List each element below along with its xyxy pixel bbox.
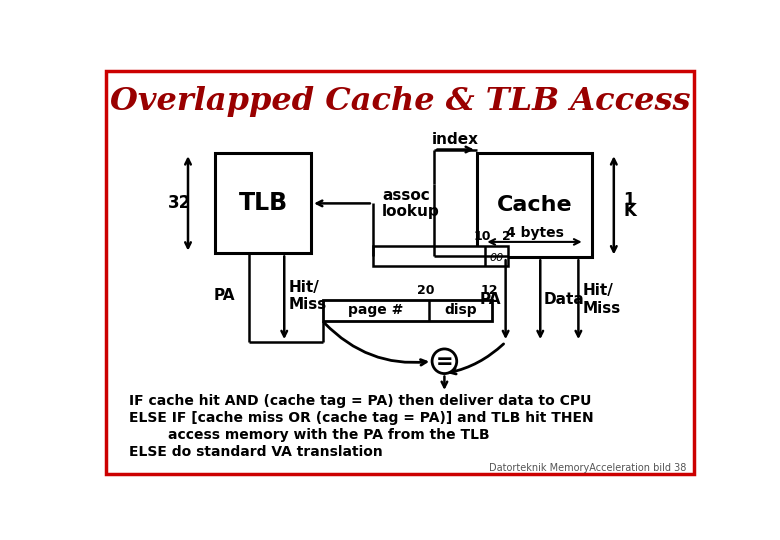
Text: index: index — [432, 132, 479, 147]
Text: ELSE do standard VA translation: ELSE do standard VA translation — [129, 445, 382, 459]
Text: TLB: TLB — [239, 191, 288, 215]
Text: Hit/
Miss: Hit/ Miss — [583, 284, 621, 316]
Text: IF cache hit AND (cache tag = PA) then deliver data to CPU: IF cache hit AND (cache tag = PA) then d… — [129, 394, 591, 408]
Text: ELSE IF [cache miss OR (cache tag = PA)] and TLB hit THEN: ELSE IF [cache miss OR (cache tag = PA)]… — [129, 411, 594, 426]
Text: 00: 00 — [489, 253, 503, 264]
Text: PA: PA — [480, 292, 501, 307]
Bar — [323, 300, 492, 321]
Text: assoc: assoc — [382, 188, 430, 203]
Text: 10: 10 — [473, 231, 491, 244]
Text: Overlapped Cache & TLB Access: Overlapped Cache & TLB Access — [109, 86, 690, 117]
Text: 1: 1 — [623, 191, 635, 209]
Text: PA: PA — [213, 288, 235, 303]
Bar — [373, 246, 508, 266]
Text: 20: 20 — [417, 285, 434, 298]
Text: 4 bytes: 4 bytes — [505, 226, 563, 240]
Text: 32: 32 — [168, 194, 191, 212]
Text: disp: disp — [444, 303, 477, 318]
Text: Data: Data — [544, 292, 584, 307]
Text: Hit/
Miss: Hit/ Miss — [289, 280, 327, 312]
Text: page #: page # — [348, 303, 403, 318]
Text: Datorteknik MemoryAcceleration bild 38: Datorteknik MemoryAcceleration bild 38 — [489, 463, 686, 473]
Text: access memory with the PA from the TLB: access memory with the PA from the TLB — [129, 428, 489, 442]
Text: Cache: Cache — [497, 195, 573, 215]
Text: K: K — [623, 202, 636, 220]
Circle shape — [432, 349, 457, 374]
Text: lookup: lookup — [382, 204, 440, 219]
Text: 12: 12 — [480, 285, 498, 298]
Text: 2: 2 — [502, 231, 510, 244]
Bar — [215, 153, 311, 253]
Text: =: = — [435, 352, 453, 372]
Bar — [477, 153, 592, 257]
